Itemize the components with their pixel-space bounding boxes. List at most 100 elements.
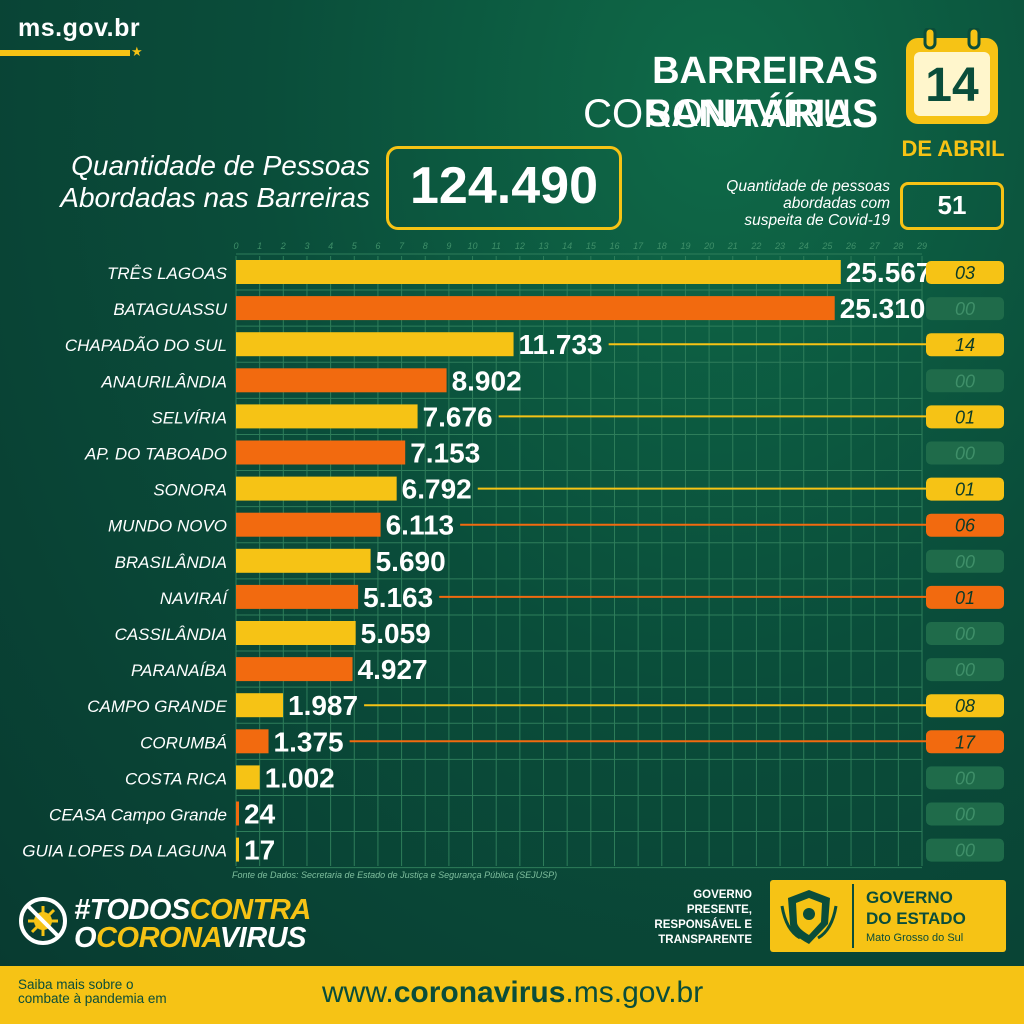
suspect-badge [926, 261, 1004, 284]
suspect-badge-value: 00 [955, 660, 975, 680]
suspect-badge [926, 549, 1004, 573]
gov-slogan-line4: TRANSPARENTE [658, 934, 752, 946]
hashtag-contra: CONTRA [189, 894, 312, 926]
x-tick-label: 11 [492, 241, 501, 251]
value-label: 8.902 [452, 365, 522, 396]
value-label: 25.567 [846, 257, 932, 288]
category-label: CAMPO GRANDE [87, 697, 227, 716]
x-tick-label: 18 [657, 241, 667, 251]
bar [236, 621, 356, 645]
suspect-badge [926, 766, 1004, 790]
footer-text-line2: combate à pandemia em [18, 991, 167, 1006]
suspect-label-line2: abordadas com [783, 195, 890, 212]
x-tick-label: 6 [375, 241, 380, 251]
category-label: MUNDO NOVO [108, 517, 227, 536]
suspect-badge [926, 838, 1004, 862]
suspect-badge-value: 08 [955, 696, 975, 716]
suspect-badge-value: 00 [955, 371, 975, 391]
category-label: AP. DO TABOADO [84, 445, 227, 464]
suspect-badge [926, 441, 1004, 465]
suspect-value: 51 [937, 190, 967, 220]
footer-text-line1: Saiba mais sobre o [18, 977, 134, 992]
bar [236, 440, 406, 465]
bar [236, 729, 269, 754]
suspect-badge-value: 06 [955, 516, 976, 536]
value-label: 1.002 [265, 762, 335, 793]
x-tick-label: 29 [916, 241, 927, 251]
x-tick-label: 9 [446, 241, 451, 251]
x-tick-label: 24 [798, 241, 809, 251]
page-title: BARREIRAS SANITÁRIAS [645, 50, 878, 135]
gov-slogan-line3: RESPONSÁVEL E [654, 919, 752, 931]
calendar-month: DE ABRIL [901, 136, 1005, 161]
suspect-badge-value: 00 [955, 768, 975, 788]
bar [236, 296, 835, 321]
suspect-badge-value: 00 [955, 841, 975, 861]
x-tick-label: 22 [750, 241, 761, 251]
category-label: COSTA RICA [125, 769, 227, 788]
suspect-badge-value: 01 [955, 588, 975, 608]
value-label: 5.163 [363, 582, 433, 613]
gov-divider [852, 884, 854, 948]
suspect-badge [926, 513, 1004, 537]
suspect-badge [926, 622, 1004, 645]
footer-url-prefix: www. [322, 976, 394, 1009]
suspect-badge [926, 333, 1004, 357]
suspect-badge-value: 00 [955, 624, 975, 644]
bar [236, 657, 353, 682]
value-label: 6.113 [386, 510, 455, 541]
footer-bar [0, 966, 1024, 1024]
bar [236, 368, 447, 393]
x-tick-label: 10 [468, 241, 478, 251]
bar [236, 476, 397, 501]
value-label: 7.676 [423, 401, 493, 432]
x-tick-label: 14 [562, 241, 572, 251]
suspect-badge-value: 03 [955, 263, 975, 283]
bar [236, 260, 841, 284]
category-label: BATAGUASSU [113, 300, 227, 319]
calendar-day: 14 [925, 59, 979, 112]
data-source: Fonte de Dados: Secretaria de Estado de … [232, 870, 558, 880]
category-label: CORUMBÁ [140, 733, 227, 752]
suspect-badge [926, 802, 1004, 826]
category-label: BRASILÂNDIA [115, 553, 227, 572]
value-label: 1.987 [288, 690, 358, 721]
x-tick-label: 17 [633, 241, 644, 251]
x-tick-label: 20 [703, 241, 714, 251]
suspect-badge-value: 17 [955, 732, 976, 752]
bar [236, 837, 239, 862]
suspect-badge [926, 730, 1004, 754]
x-tick-label: 0 [233, 241, 238, 251]
star-icon: ★ [131, 44, 143, 59]
bar [236, 765, 260, 790]
footer-url-link[interactable]: www.coronavirus.ms.gov.br [322, 976, 703, 1010]
suspect-badge [926, 297, 1004, 321]
value-label: 5.059 [361, 618, 431, 649]
total-box [386, 146, 622, 230]
suspect-badge [926, 477, 1004, 501]
calendar-icon [906, 28, 998, 124]
gov-name-line1: GOVERNO [866, 888, 953, 907]
total-value: 124.490 [410, 157, 598, 215]
value-label: 4.927 [358, 654, 428, 685]
hashtag-o: O [74, 922, 97, 954]
suspect-label-line1: Quantidade de pessoas [726, 178, 890, 195]
site-logo-text[interactable]: ms.gov.br [18, 14, 141, 42]
x-tick-label: 12 [515, 241, 525, 251]
suspect-badge-value: 14 [955, 335, 975, 355]
x-tick-label: 26 [845, 241, 856, 251]
footer-text: Saiba mais sobre o combate à pandemia em [18, 978, 167, 1006]
bar [236, 548, 371, 573]
bar [236, 693, 284, 718]
x-tick-label: 13 [539, 241, 549, 251]
x-tick-label: 19 [680, 241, 690, 251]
category-label: PARANAÍBA [131, 661, 227, 680]
value-label: 1.375 [274, 726, 344, 757]
value-label: 5.690 [376, 546, 446, 577]
x-tick-label: 28 [892, 241, 903, 251]
value-label: 11.733 [519, 329, 603, 360]
value-label: 17 [244, 835, 275, 866]
x-tick-label: 5 [352, 241, 358, 251]
gov-slogan: GOVERNO PRESENTE, RESPONSÁVEL E TRANSPAR… [610, 888, 752, 948]
value-label: 24 [244, 799, 276, 830]
